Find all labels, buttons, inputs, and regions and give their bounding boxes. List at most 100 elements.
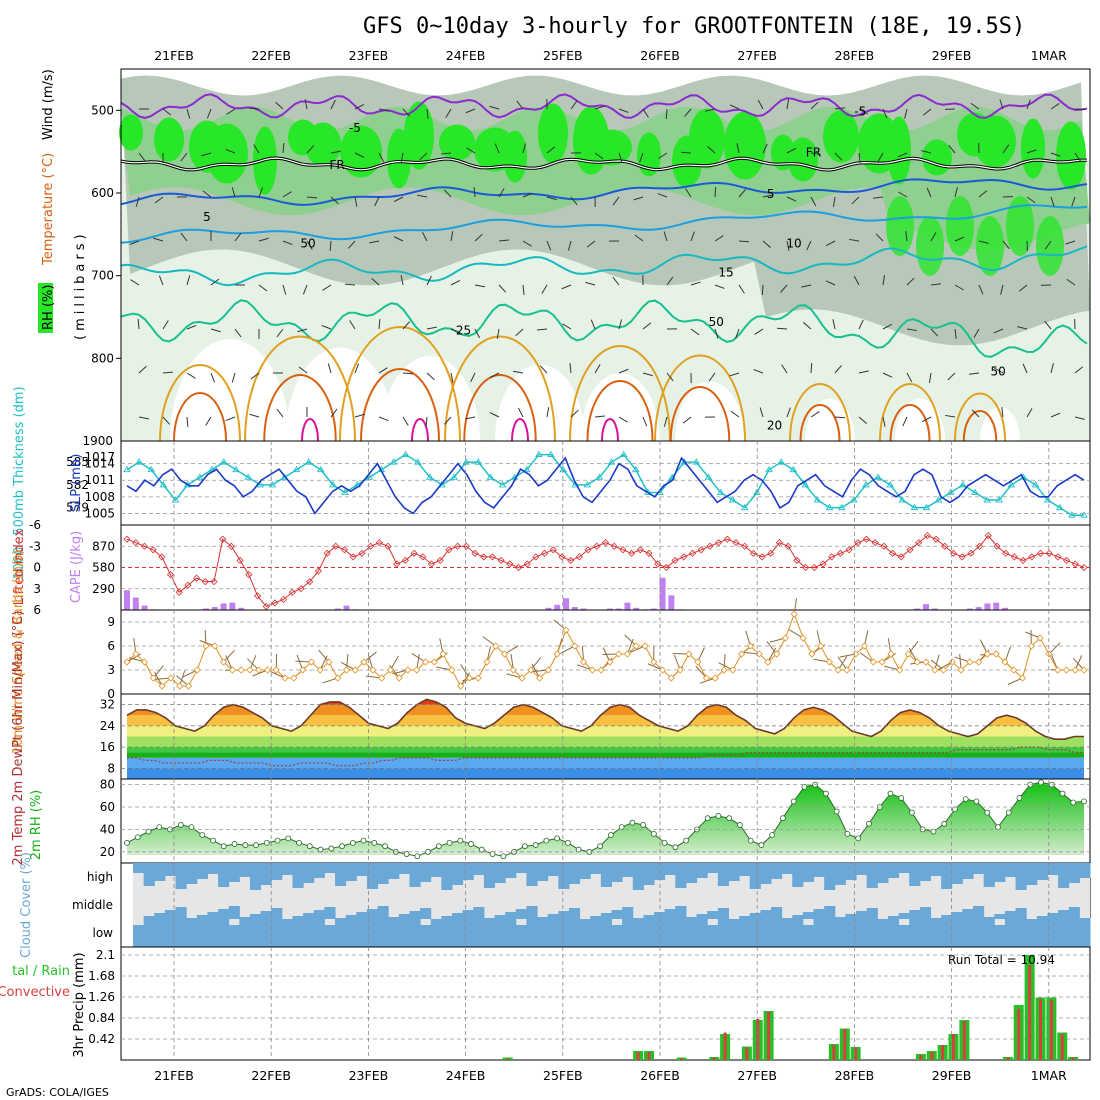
- temp-tick-label: 8: [107, 761, 115, 775]
- wind-speed-point: [641, 642, 649, 650]
- thickness-point: [135, 458, 143, 465]
- cloud-low-bar: [335, 919, 347, 947]
- thickness-point: [680, 458, 689, 465]
- wind-barb: [460, 672, 470, 687]
- cape-tick-label: 290: [92, 582, 115, 596]
- wind-barb: [663, 231, 668, 242]
- cloud-middle-bar: [558, 911, 570, 919]
- cloud-low-bar: [420, 925, 432, 953]
- temp-tick-label: 16: [100, 740, 115, 754]
- lifted-index-point: [175, 588, 183, 596]
- rh-point: [521, 843, 528, 850]
- cloud-low-bar: [696, 919, 708, 947]
- wind-barb: [898, 191, 908, 198]
- cloud-high-bar: [600, 863, 612, 887]
- cloud-high-bar: [568, 863, 581, 884]
- cloud-high-bar: [473, 863, 485, 875]
- cloud-middle-bar: [356, 912, 368, 919]
- wind-barb: [969, 372, 980, 375]
- wind-barb: [158, 275, 164, 286]
- cloud-low-bar: [760, 919, 772, 947]
- wind-barb: [639, 152, 644, 163]
- cape-bar: [343, 605, 350, 610]
- rh-point: [618, 824, 625, 831]
- pressure-axis-title: (millibars): [73, 230, 88, 340]
- cloud-high-bar: [547, 863, 559, 876]
- wind-barb: [210, 328, 221, 333]
- cloud-low-bar: [462, 919, 474, 947]
- cloud-low-bar: [313, 919, 325, 947]
- cloud-low-bar: [877, 919, 889, 947]
- wind-barb: [947, 372, 956, 381]
- cape-bar: [203, 608, 210, 610]
- cloud-low-bar: [154, 919, 166, 947]
- wind-barb: [882, 275, 886, 286]
- cloud-middle-bar: [196, 915, 208, 919]
- wind-speed-point: [246, 666, 254, 674]
- contour-10-line: [120, 204, 1088, 244]
- thickness-point: [607, 458, 616, 465]
- lifted-index-point: [732, 539, 740, 547]
- lifted-index-point: [262, 602, 270, 611]
- cloud-high-bar: [281, 863, 293, 875]
- wind-speed-point: [957, 666, 965, 674]
- wind-speed-point: [975, 658, 983, 666]
- wind-barb: [1026, 196, 1036, 204]
- cloud-low-bar: [356, 919, 368, 947]
- rh-high-patch: [154, 117, 184, 162]
- cloud-high-bar: [845, 863, 857, 880]
- date-label-top: 29FEB: [932, 48, 972, 63]
- lifted-index-point: [758, 553, 766, 561]
- cloud-low-bar: [505, 919, 517, 947]
- lifted-index-point: [1002, 549, 1010, 557]
- lifted-index-point: [201, 578, 209, 586]
- wind-barb: [347, 240, 356, 249]
- rh-high-patch: [404, 101, 434, 170]
- cloud-low-bar: [494, 919, 506, 947]
- cloud-low-bar: [260, 919, 272, 947]
- wind-barb: [344, 283, 356, 286]
- rh-point: [532, 842, 539, 848]
- wind-speed-point: [694, 658, 702, 666]
- cloud-middle-bar: [409, 911, 421, 919]
- precip-convective-bar: [723, 1032, 727, 1060]
- wind-barb: [258, 237, 269, 242]
- wind-barb: [393, 236, 404, 242]
- lifted-index-point: [793, 556, 801, 564]
- precip-convective-title: Convective: [0, 985, 70, 1000]
- wind-barb: [1018, 284, 1028, 292]
- wind-barb: [546, 146, 556, 154]
- thickness-point: [886, 481, 894, 488]
- thickness-point: [317, 465, 325, 473]
- rh-point: [640, 822, 647, 828]
- wind-barb: [1050, 363, 1054, 374]
- cloud-high-bar: [494, 863, 506, 883]
- precip-convective-bar: [680, 1058, 684, 1060]
- wind-barb: [921, 150, 932, 154]
- cloud-low-bar: [856, 919, 868, 947]
- wind-barb: [570, 196, 578, 206]
- wind-barb: [1002, 144, 1010, 154]
- cloud-low-bar: [941, 919, 953, 947]
- cloud-low-bar: [845, 919, 857, 947]
- cloud-middle-bar: [388, 917, 400, 919]
- cloud-middle-bar: [143, 916, 155, 919]
- lifted-index-point: [471, 549, 479, 557]
- wind-barb: [618, 108, 629, 113]
- temp-band: [127, 747, 1084, 753]
- wind-barb: [906, 277, 915, 286]
- precip-convective-bar: [1017, 1009, 1021, 1060]
- cloud-middle-bar: [420, 908, 432, 919]
- wind-speed-point: [790, 610, 798, 618]
- thickness-point: [329, 481, 337, 488]
- lifted-index-point: [132, 539, 140, 547]
- wind-barb: [930, 283, 941, 286]
- cloud-middle-bar: [345, 915, 357, 919]
- cloud-high-bar: [249, 863, 262, 890]
- cloud-high-bar: [962, 863, 974, 879]
- rh-point: [1005, 809, 1012, 816]
- bottom-date-axis: 21FEB 22FEB 23FEB 24FEB 25FEB 26FEB 27FEB 28FEB…: [154, 1068, 1067, 1083]
- wind-speed-point: [623, 650, 632, 658]
- rh-point: [1070, 799, 1077, 806]
- thickness-axis-title: 1000~500mb Thickness (dm): [12, 386, 27, 579]
